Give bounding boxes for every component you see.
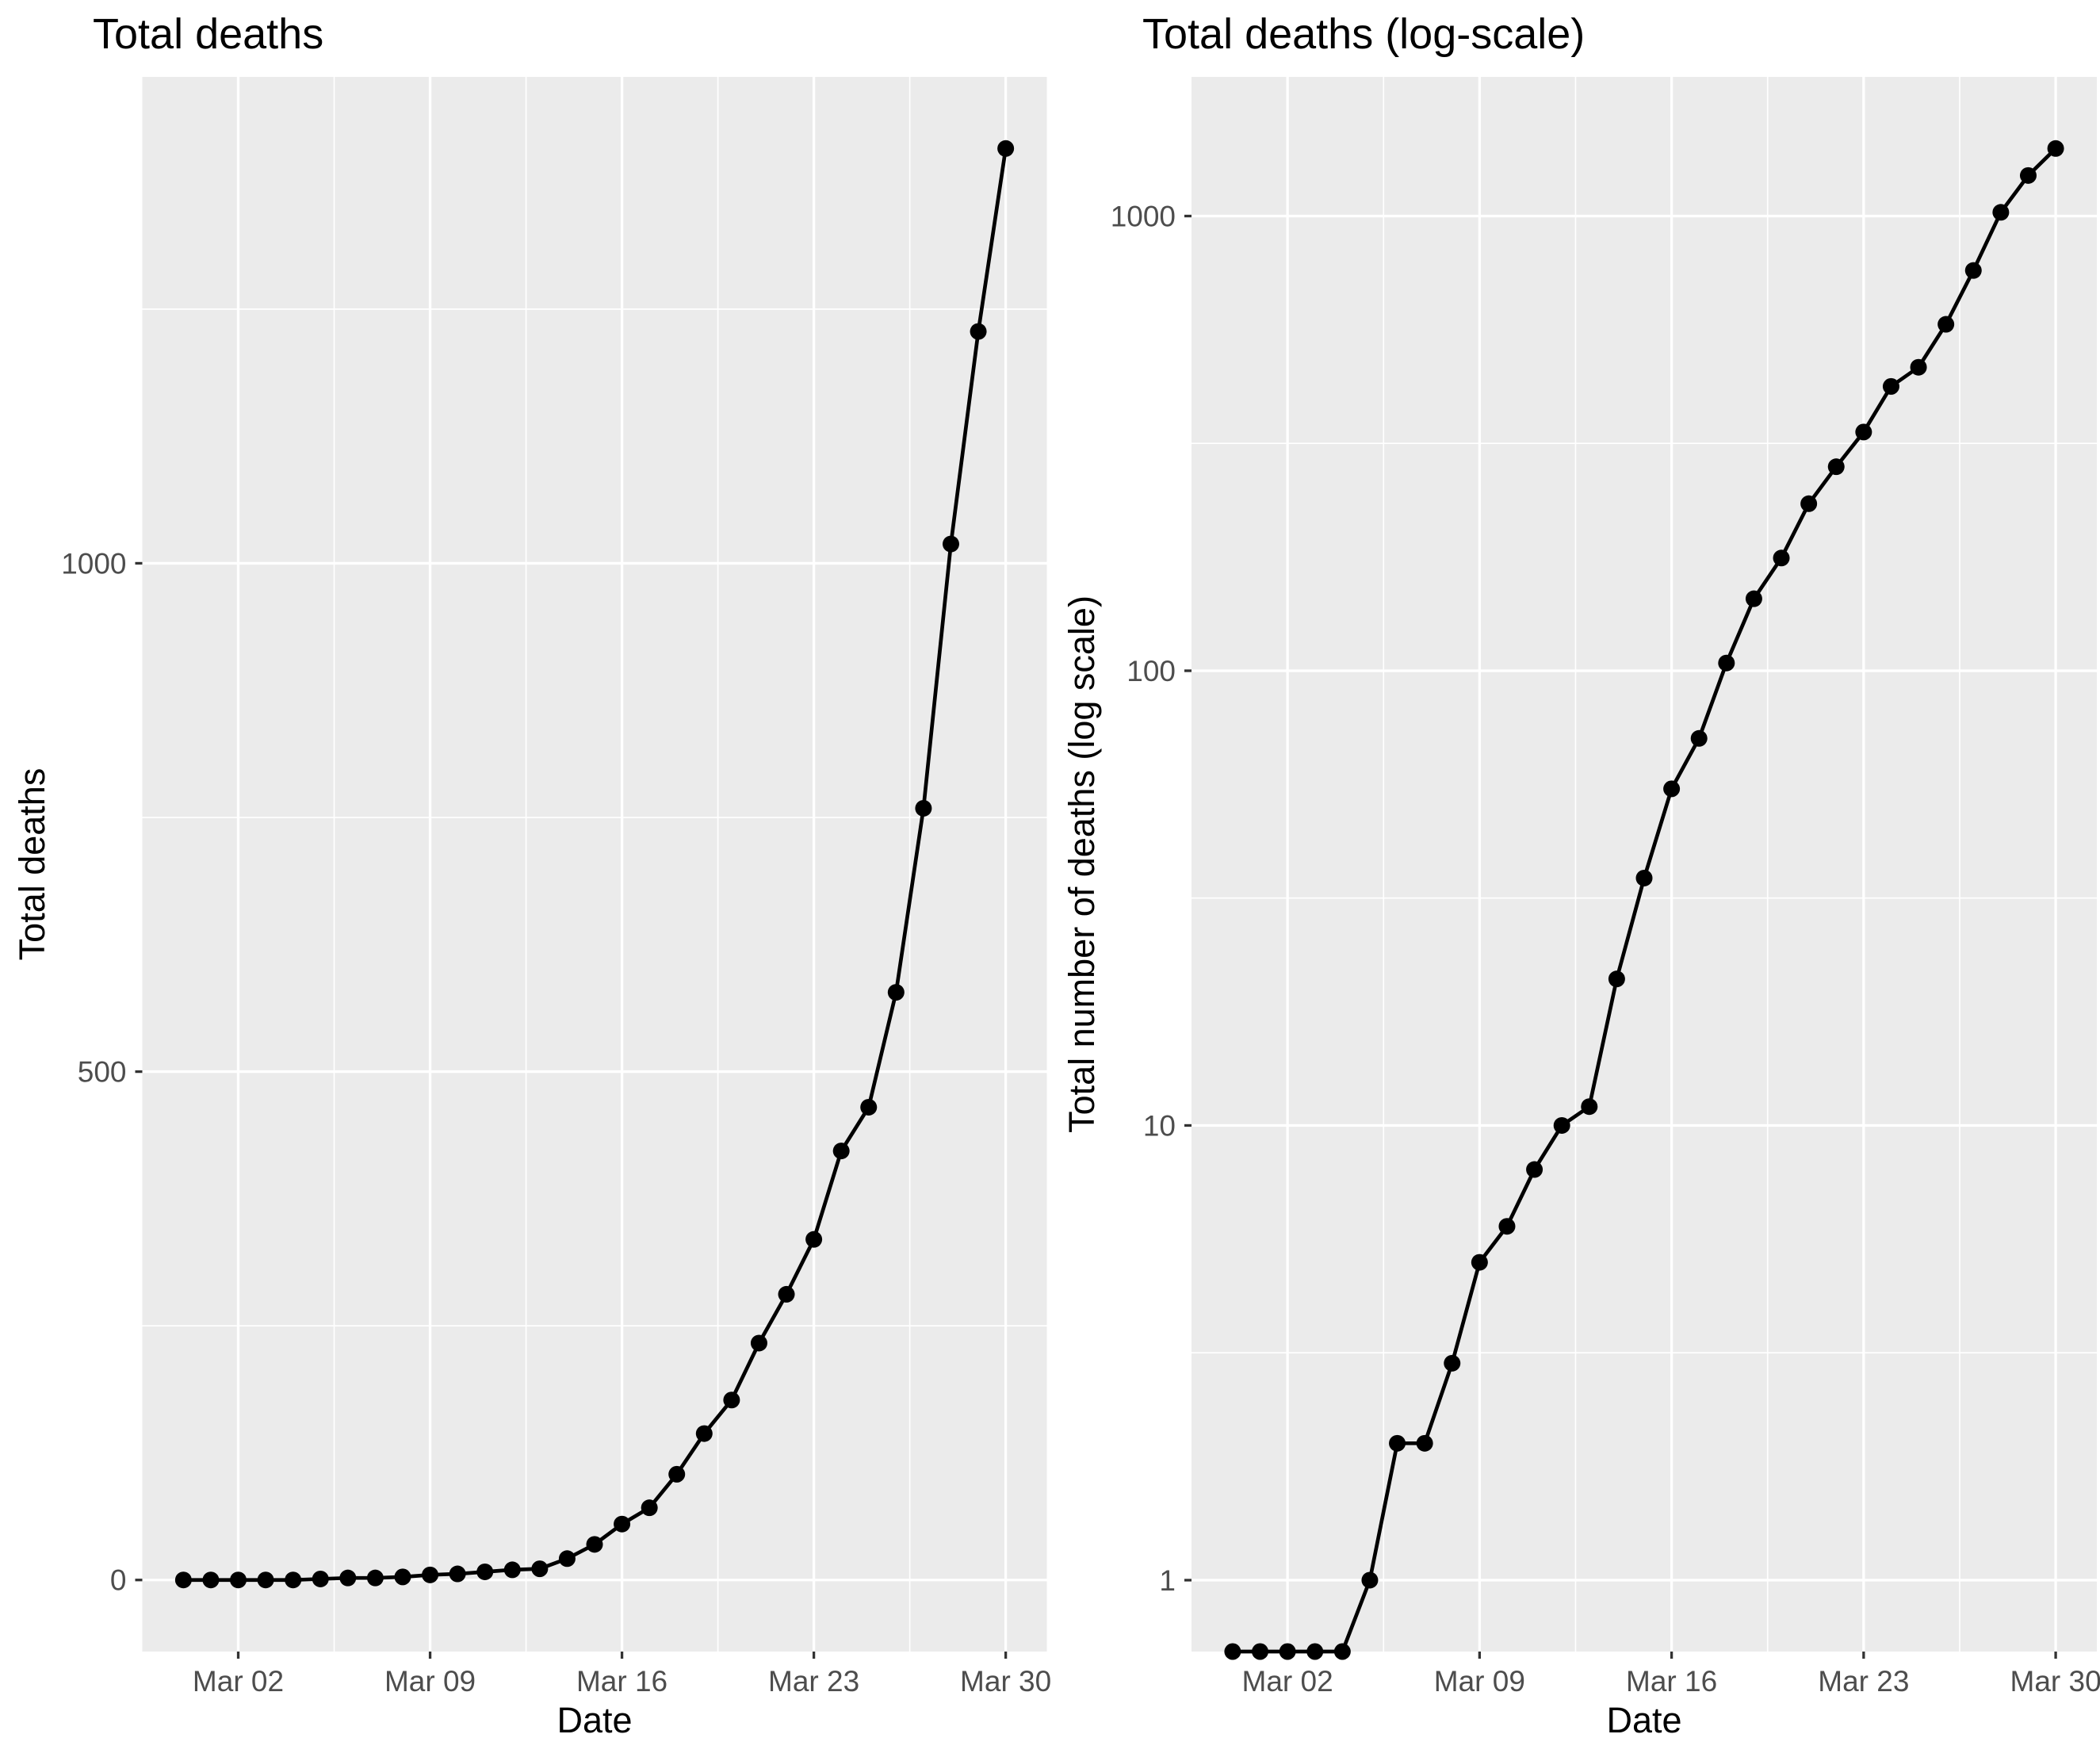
y-tick-label: 500: [78, 1056, 127, 1089]
x-axis-title-linear: Date: [557, 1700, 633, 1740]
y-tick-label: 100: [1127, 655, 1176, 687]
data-point: [339, 1569, 357, 1587]
data-point: [1855, 423, 1872, 441]
data-point: [1773, 549, 1790, 567]
data-point: [503, 1561, 521, 1579]
minor-gridlines: [1192, 77, 2097, 1652]
data-point: [1800, 495, 1818, 512]
data-point: [1471, 1254, 1488, 1271]
data-point: [312, 1570, 329, 1587]
data-point: [586, 1536, 603, 1553]
data-point: [641, 1499, 658, 1517]
x-tick-label: Mar 23: [768, 1665, 859, 1698]
data-point: [1745, 590, 1762, 607]
data-point: [1608, 970, 1625, 988]
data-point: [1827, 458, 1845, 476]
panel-background: [142, 77, 1047, 1652]
data-point: [394, 1568, 411, 1586]
data-point: [449, 1565, 466, 1583]
major-gridlines: [1192, 77, 2097, 1652]
data-point: [1910, 358, 1927, 376]
data-point: [2047, 140, 2064, 157]
data-point: [1690, 729, 1708, 747]
major-gridlines: [142, 77, 1047, 1652]
data-point: [832, 1143, 850, 1160]
y-axis-title-linear: Total deaths: [12, 767, 52, 961]
data-point: [1333, 1643, 1351, 1660]
data-point: [1416, 1434, 1433, 1452]
data-point: [1663, 780, 1681, 798]
data-point: [2019, 167, 2037, 184]
x-tick-label: Mar 09: [1434, 1665, 1525, 1698]
data-point: [1581, 1098, 1598, 1116]
panel-linear: Mar 02 Mar 09 Mar 16 Mar 23 Mar 30 0 500 1000: [61, 77, 1051, 1698]
data-point: [970, 323, 987, 340]
data-point: [942, 535, 959, 553]
plot-title-linear: Total deaths: [93, 10, 324, 58]
y-tick-label: 10: [1143, 1109, 1176, 1142]
data-point: [230, 1571, 247, 1589]
data-point: [1937, 316, 1955, 333]
data-point: [750, 1334, 767, 1352]
y-axis-title-log: Total number of deaths (log scale): [1061, 595, 1102, 1133]
y-tick-label: 1000: [1111, 200, 1176, 232]
data-point: [1252, 1643, 1269, 1660]
data-point: [778, 1285, 795, 1303]
data-point: [614, 1515, 631, 1533]
data-point: [1718, 654, 1735, 672]
data-point: [887, 984, 905, 1001]
data-point: [476, 1563, 494, 1580]
data-point: [860, 1098, 878, 1116]
series-group: [1224, 140, 2064, 1660]
x-tick-label: Mar 16: [1626, 1665, 1717, 1698]
data-point: [1553, 1116, 1570, 1134]
data-point: [1361, 1571, 1379, 1589]
data-point: [1882, 377, 1899, 395]
plot-title-log: Total deaths (log-scale): [1142, 10, 1586, 58]
y-tick-label: 1000: [61, 547, 126, 580]
data-point: [366, 1569, 384, 1587]
data-point: [668, 1465, 686, 1483]
data-point: [1526, 1161, 1543, 1178]
x-tick-label: Mar 30: [2010, 1665, 2100, 1698]
data-point: [1224, 1643, 1241, 1660]
minor-gridlines: [142, 77, 1047, 1652]
data-point: [257, 1571, 274, 1589]
data-point: [558, 1550, 576, 1568]
y-tick-label: 0: [110, 1564, 127, 1597]
data-point: [1992, 204, 2010, 221]
panel-background: [1192, 77, 2097, 1652]
data-point: [174, 1571, 192, 1589]
data-point: [915, 799, 932, 817]
data-point: [531, 1560, 549, 1578]
data-point: [1389, 1434, 1406, 1452]
x-tick-label: Mar 30: [960, 1665, 1051, 1698]
data-point: [202, 1571, 220, 1589]
data-point: [1444, 1354, 1461, 1372]
data-point: [695, 1425, 713, 1442]
x-tick-label: Mar 02: [1242, 1665, 1333, 1698]
y-tick-label: 1: [1159, 1564, 1176, 1597]
series-group: [174, 140, 1015, 1589]
x-tick-label: Mar 02: [193, 1665, 284, 1698]
panel-log: Mar 02 Mar 09 Mar 16 Mar 23 Mar 30 1 10 100 1000: [1111, 77, 2100, 1698]
data-point: [1279, 1643, 1296, 1660]
data-point: [422, 1566, 439, 1583]
x-tick-label: Mar 09: [384, 1665, 476, 1698]
data-point: [1635, 869, 1653, 886]
x-axis-title-log: Date: [1606, 1700, 1682, 1740]
data-point: [285, 1571, 302, 1589]
data-point: [997, 140, 1015, 157]
axis-ticks: [135, 561, 1008, 1659]
data-point: [1498, 1218, 1516, 1235]
data-point: [1306, 1643, 1324, 1660]
data-point: [723, 1391, 740, 1409]
x-tick-label: Mar 23: [1818, 1665, 1909, 1698]
data-point: [805, 1231, 823, 1248]
data-point: [1964, 262, 1982, 279]
x-tick-label: Mar 16: [576, 1665, 667, 1698]
